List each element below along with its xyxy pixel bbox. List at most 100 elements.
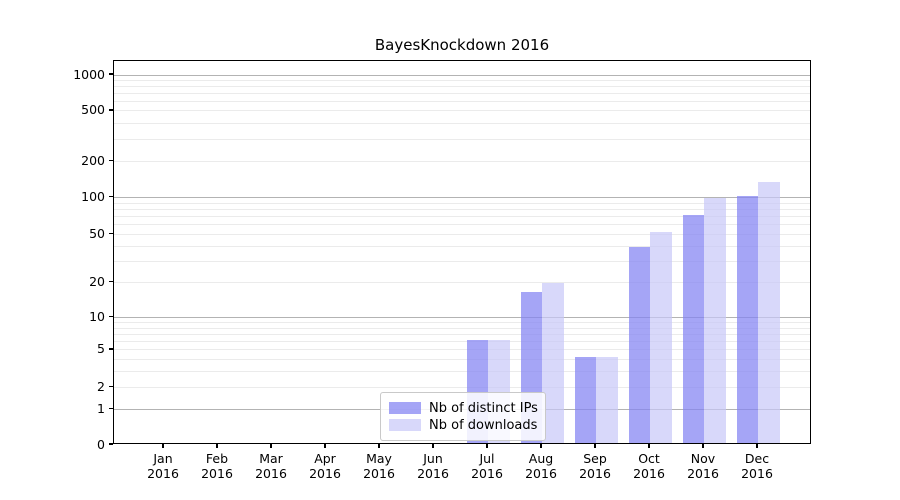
x-tick-month: Nov xyxy=(690,451,716,466)
minor-gridline xyxy=(114,138,810,140)
legend-swatch-downloads xyxy=(389,419,421,431)
minor-gridline xyxy=(114,101,810,103)
minor-gridline xyxy=(114,86,810,88)
y-tick-mark xyxy=(109,316,113,318)
x-tick-mark xyxy=(540,444,542,448)
x-tick-mark xyxy=(216,444,218,448)
minor-gridline xyxy=(114,161,810,163)
legend-label-downloads: Nb of downloads xyxy=(429,417,538,433)
x-tick-mark xyxy=(648,444,650,448)
major-gridline xyxy=(114,197,810,199)
bar-downloads xyxy=(704,198,726,443)
y-tick-mark xyxy=(109,281,113,283)
minor-gridline xyxy=(114,224,810,226)
y-tick-mark xyxy=(109,443,113,445)
y-tick-mark xyxy=(109,73,113,75)
y-tick-mark xyxy=(109,109,113,111)
x-tick-year: 2016 xyxy=(741,466,773,481)
legend-label-distinct-ips: Nb of distinct IPs xyxy=(429,400,538,416)
x-tick-mark xyxy=(486,444,488,448)
bar-distinct-ips xyxy=(574,357,596,443)
y-tick-label: 5 xyxy=(97,341,105,357)
legend-swatch-distinct-ips xyxy=(389,402,421,414)
x-tick-mark xyxy=(756,444,758,448)
minor-gridline xyxy=(114,93,810,95)
minor-gridline xyxy=(114,358,810,360)
y-tick-label: 50 xyxy=(89,225,105,241)
x-tick-year: 2016 xyxy=(417,466,449,481)
minor-gridline xyxy=(114,110,810,112)
minor-gridline xyxy=(114,208,810,210)
bar-downloads xyxy=(542,283,564,443)
x-tick-label: Jan 2016 xyxy=(136,451,190,481)
x-tick-mark xyxy=(324,444,326,448)
bar-distinct-ips xyxy=(682,214,704,443)
x-tick-mark xyxy=(432,444,434,448)
minor-gridline xyxy=(114,349,810,351)
x-tick-label: Jul 2016 xyxy=(460,451,514,481)
minor-gridline xyxy=(114,260,810,262)
y-tick-label: 0 xyxy=(97,436,105,452)
minor-gridline xyxy=(114,387,810,389)
major-gridline xyxy=(114,317,810,319)
x-tick-year: 2016 xyxy=(255,466,287,481)
x-tick-month: Apr xyxy=(314,451,336,466)
x-tick-month: Mar xyxy=(259,451,283,466)
y-tick-label: 1 xyxy=(97,400,105,416)
minor-gridline xyxy=(114,282,810,284)
y-tick-label: 100 xyxy=(81,189,105,205)
x-tick-month: May xyxy=(366,451,392,466)
x-tick-year: 2016 xyxy=(579,466,611,481)
plot-area xyxy=(113,60,811,444)
y-tick-mark xyxy=(109,407,113,409)
y-tick-mark xyxy=(109,348,113,350)
x-tick-label: Nov 2016 xyxy=(676,451,730,481)
bar-distinct-ips xyxy=(736,195,758,443)
legend-entry-downloads: Nb of downloads xyxy=(389,417,537,433)
y-tick-label: 2 xyxy=(97,379,105,395)
x-tick-year: 2016 xyxy=(363,466,395,481)
x-tick-year: 2016 xyxy=(471,466,503,481)
minor-gridline xyxy=(114,79,810,81)
minor-gridline xyxy=(114,370,810,372)
x-tick-label: Sep 2016 xyxy=(568,451,622,481)
x-tick-month: Jun xyxy=(423,451,443,466)
minor-gridline xyxy=(114,233,810,235)
x-tick-mark xyxy=(270,444,272,448)
y-tick-label: 20 xyxy=(89,274,105,290)
x-tick-year: 2016 xyxy=(309,466,341,481)
minor-gridline xyxy=(114,341,810,342)
x-tick-year: 2016 xyxy=(147,466,179,481)
y-tick-mark xyxy=(109,160,113,162)
x-tick-month: Jul xyxy=(479,451,495,466)
bar-downloads xyxy=(596,357,618,443)
x-tick-label: Aug 2016 xyxy=(514,451,568,481)
x-tick-mark xyxy=(378,444,380,448)
x-tick-month: Jan xyxy=(153,451,173,466)
x-tick-year: 2016 xyxy=(633,466,665,481)
chart-title: BayesKnockdown 2016 xyxy=(374,36,550,54)
x-tick-label: Oct 2016 xyxy=(622,451,676,481)
minor-gridline xyxy=(114,202,810,204)
legend: Nb of distinct IPs Nb of downloads xyxy=(380,392,546,441)
x-tick-month: Sep xyxy=(583,451,607,466)
x-tick-month: Aug xyxy=(528,451,554,466)
x-tick-label: Jun 2016 xyxy=(406,451,460,481)
x-tick-label: Apr 2016 xyxy=(298,451,352,481)
x-tick-year: 2016 xyxy=(525,466,557,481)
major-gridline xyxy=(114,74,810,76)
x-tick-mark xyxy=(702,444,704,448)
y-tick-mark xyxy=(109,196,113,198)
y-tick-label: 1000 xyxy=(73,66,105,82)
y-tick-label: 500 xyxy=(81,102,105,118)
x-tick-mark xyxy=(162,444,164,448)
minor-gridline xyxy=(114,322,810,324)
minor-gridline xyxy=(114,122,810,124)
minor-gridline xyxy=(114,333,810,335)
x-tick-month: Dec xyxy=(744,451,770,466)
y-tick-mark xyxy=(109,232,113,234)
x-tick-label: Dec 2016 xyxy=(730,451,784,481)
minor-gridline xyxy=(114,245,810,247)
bar-downloads xyxy=(758,182,780,443)
